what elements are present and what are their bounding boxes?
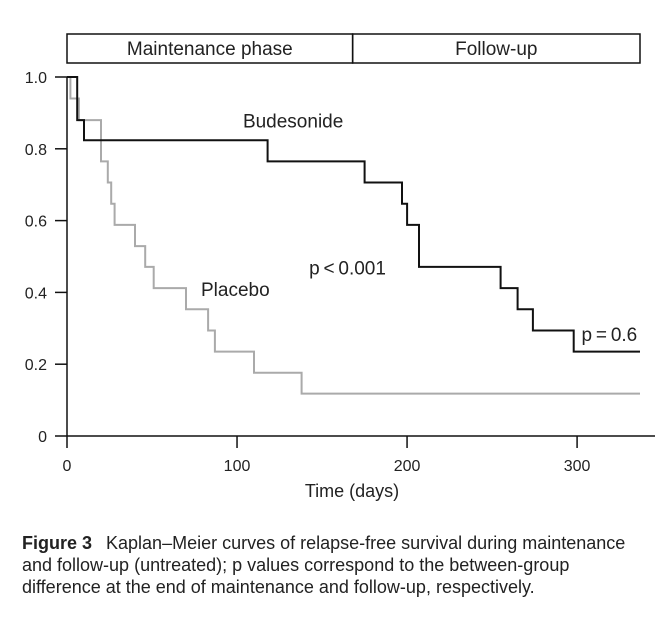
x-axis-title: Time (days) [305, 481, 399, 501]
y-tick-label-4: 0.8 [25, 142, 47, 159]
x-tick-label-3: 300 [564, 458, 591, 475]
y-tick-label-2: 0.4 [25, 285, 47, 302]
y-tick-label-3: 0.6 [25, 214, 47, 231]
caption-text: Kaplan–Meier curves of relapse-free surv… [22, 533, 626, 597]
axes: 0 0.2 0.4 0.6 0.8 1.0 0 100 200 300 [25, 70, 655, 475]
y-tick-label-1: 0.2 [25, 357, 47, 374]
phase-label-0: Maintenance phase [127, 39, 293, 60]
x-tick-label-1: 100 [224, 458, 251, 475]
km-chart: Maintenance phase Follow-up 0 0.2 0.4 0.6 0.8… [25, 33, 655, 501]
annotation-2: p < 0.001 [309, 258, 386, 279]
phase-bar: Maintenance phase Follow-up [66, 33, 641, 64]
series-budesonide-line [67, 76, 640, 353]
annotation-1: Placebo [201, 280, 270, 301]
series-layer [67, 76, 640, 395]
y-tick-label-0: 0 [38, 429, 47, 446]
annotation-0: Budesonide [243, 111, 343, 132]
phase-label-1: Follow-up [455, 39, 537, 60]
annotation-3: p = 0.6 [582, 325, 638, 346]
annotations: Budesonide Placebo p < 0.001 p = 0.6 [201, 111, 637, 346]
figure-caption: Figure 3 Kaplan–Meier curves of relapse-f… [22, 532, 652, 598]
figure-label: Figure 3 [22, 533, 93, 553]
series-placebo-line [67, 76, 640, 395]
x-tick-label-0: 0 [63, 458, 72, 475]
x-tick-label-2: 200 [394, 458, 421, 475]
y-tick-label-5: 1.0 [25, 70, 47, 87]
phase-box-1 [351, 33, 641, 64]
